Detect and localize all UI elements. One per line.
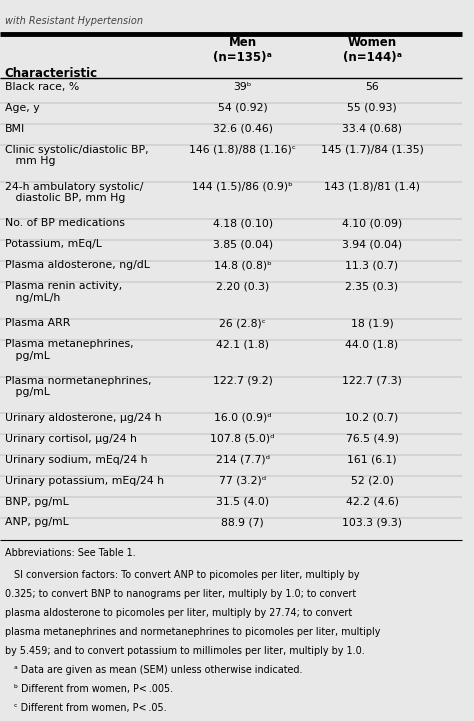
Text: 107.8 (5.0)ᵈ: 107.8 (5.0)ᵈ xyxy=(210,433,275,443)
Text: 18 (1.9): 18 (1.9) xyxy=(351,318,393,328)
Text: Age, y: Age, y xyxy=(5,103,39,113)
Text: Plasma normetanephrines,
   pg/mL: Plasma normetanephrines, pg/mL xyxy=(5,376,151,397)
Text: Urinary cortisol, μg/24 h: Urinary cortisol, μg/24 h xyxy=(5,433,137,443)
Text: plasma aldosterone to picomoles per liter, multiply by 27.74; to convert: plasma aldosterone to picomoles per lite… xyxy=(5,608,352,618)
Text: SI conversion factors: To convert ANP to picomoles per liter, multiply by: SI conversion factors: To convert ANP to… xyxy=(5,570,359,580)
Text: 77 (3.2)ᵈ: 77 (3.2)ᵈ xyxy=(219,476,266,485)
Text: by 5.459; and to convert potassium to millimoles per liter, multiply by 1.0.: by 5.459; and to convert potassium to mi… xyxy=(5,646,365,655)
Text: 0.325; to convert BNP to nanograms per liter, multiply by 1.0; to convert: 0.325; to convert BNP to nanograms per l… xyxy=(5,588,356,598)
Text: Abbreviations: See Table 1.: Abbreviations: See Table 1. xyxy=(5,548,136,558)
Text: Plasma ARR: Plasma ARR xyxy=(5,318,70,328)
Text: 42.2 (4.6): 42.2 (4.6) xyxy=(346,497,399,507)
Text: plasma metanephrines and normetanephrines to picomoles per liter, multiply: plasma metanephrines and normetanephrine… xyxy=(5,627,380,637)
Text: Clinic systolic/diastolic BP,
   mm Hg: Clinic systolic/diastolic BP, mm Hg xyxy=(5,145,148,167)
Text: Men
(n=135)ᵃ: Men (n=135)ᵃ xyxy=(213,36,272,64)
Text: No. of BP medications: No. of BP medications xyxy=(5,218,125,229)
Text: Women
(n=144)ᵃ: Women (n=144)ᵃ xyxy=(343,36,401,64)
Text: BNP, pg/mL: BNP, pg/mL xyxy=(5,497,68,507)
Text: 16.0 (0.9)ᵈ: 16.0 (0.9)ᵈ xyxy=(214,412,272,423)
Text: Black race, %: Black race, % xyxy=(5,82,79,92)
Text: 3.94 (0.04): 3.94 (0.04) xyxy=(342,239,402,249)
Text: ᵇ Different from women, P< .005.: ᵇ Different from women, P< .005. xyxy=(5,684,173,694)
Text: Urinary aldosterone, μg/24 h: Urinary aldosterone, μg/24 h xyxy=(5,412,161,423)
Text: 44.0 (1.8): 44.0 (1.8) xyxy=(346,339,399,349)
Text: 88.9 (7): 88.9 (7) xyxy=(221,518,264,528)
Text: 52 (2.0): 52 (2.0) xyxy=(351,476,393,485)
Text: 54 (0.92): 54 (0.92) xyxy=(218,103,267,113)
Text: ᵃ Data are given as mean (SEM) unless otherwise indicated.: ᵃ Data are given as mean (SEM) unless ot… xyxy=(5,665,302,675)
Text: 122.7 (7.3): 122.7 (7.3) xyxy=(342,376,402,386)
Text: Urinary potassium, mEq/24 h: Urinary potassium, mEq/24 h xyxy=(5,476,164,485)
Text: 10.2 (0.7): 10.2 (0.7) xyxy=(346,412,399,423)
Text: 2.20 (0.3): 2.20 (0.3) xyxy=(216,281,269,291)
Text: Urinary sodium, mEq/24 h: Urinary sodium, mEq/24 h xyxy=(5,455,147,464)
Text: 32.6 (0.46): 32.6 (0.46) xyxy=(213,124,273,134)
Text: 161 (6.1): 161 (6.1) xyxy=(347,455,397,464)
Text: 55 (0.93): 55 (0.93) xyxy=(347,103,397,113)
Text: BMI: BMI xyxy=(5,124,25,134)
Text: Characteristic: Characteristic xyxy=(5,66,98,79)
Text: 4.10 (0.09): 4.10 (0.09) xyxy=(342,218,402,229)
Text: 145 (1.7)/84 (1.35): 145 (1.7)/84 (1.35) xyxy=(320,145,423,155)
Text: Plasma renin activity,
   ng/mL/h: Plasma renin activity, ng/mL/h xyxy=(5,281,122,303)
Text: 3.85 (0.04): 3.85 (0.04) xyxy=(212,239,273,249)
Text: 39ᵇ: 39ᵇ xyxy=(234,82,252,92)
Text: 11.3 (0.7): 11.3 (0.7) xyxy=(346,260,399,270)
Text: 56: 56 xyxy=(365,82,379,92)
Text: 122.7 (9.2): 122.7 (9.2) xyxy=(213,376,273,386)
Text: 146 (1.8)/88 (1.16)ᶜ: 146 (1.8)/88 (1.16)ᶜ xyxy=(189,145,296,155)
Text: 103.3 (9.3): 103.3 (9.3) xyxy=(342,518,402,528)
Text: 76.5 (4.9): 76.5 (4.9) xyxy=(346,433,399,443)
Text: 4.18 (0.10): 4.18 (0.10) xyxy=(212,218,273,229)
Text: 143 (1.8)/81 (1.4): 143 (1.8)/81 (1.4) xyxy=(324,182,420,192)
Text: 31.5 (4.0): 31.5 (4.0) xyxy=(216,497,269,507)
Text: 144 (1.5)/86 (0.9)ᵇ: 144 (1.5)/86 (0.9)ᵇ xyxy=(192,182,293,192)
Text: 2.35 (0.3): 2.35 (0.3) xyxy=(346,281,399,291)
Text: with Resistant Hypertension: with Resistant Hypertension xyxy=(5,16,143,26)
Text: 14.8 (0.8)ᵇ: 14.8 (0.8)ᵇ xyxy=(214,260,272,270)
Text: 33.4 (0.68): 33.4 (0.68) xyxy=(342,124,402,134)
Text: Plasma aldosterone, ng/dL: Plasma aldosterone, ng/dL xyxy=(5,260,149,270)
Text: ᶜ Different from women, P< .05.: ᶜ Different from women, P< .05. xyxy=(5,703,166,713)
Text: ANP, pg/mL: ANP, pg/mL xyxy=(5,518,68,528)
Text: Plasma metanephrines,
   pg/mL: Plasma metanephrines, pg/mL xyxy=(5,339,133,360)
Text: 26 (2.8)ᶜ: 26 (2.8)ᶜ xyxy=(219,318,266,328)
Text: 42.1 (1.8): 42.1 (1.8) xyxy=(216,339,269,349)
Text: 214 (7.7)ᵈ: 214 (7.7)ᵈ xyxy=(216,455,270,464)
Text: 24-h ambulatory systolic/
   diastolic BP, mm Hg: 24-h ambulatory systolic/ diastolic BP, … xyxy=(5,182,143,203)
Text: Potassium, mEq/L: Potassium, mEq/L xyxy=(5,239,101,249)
